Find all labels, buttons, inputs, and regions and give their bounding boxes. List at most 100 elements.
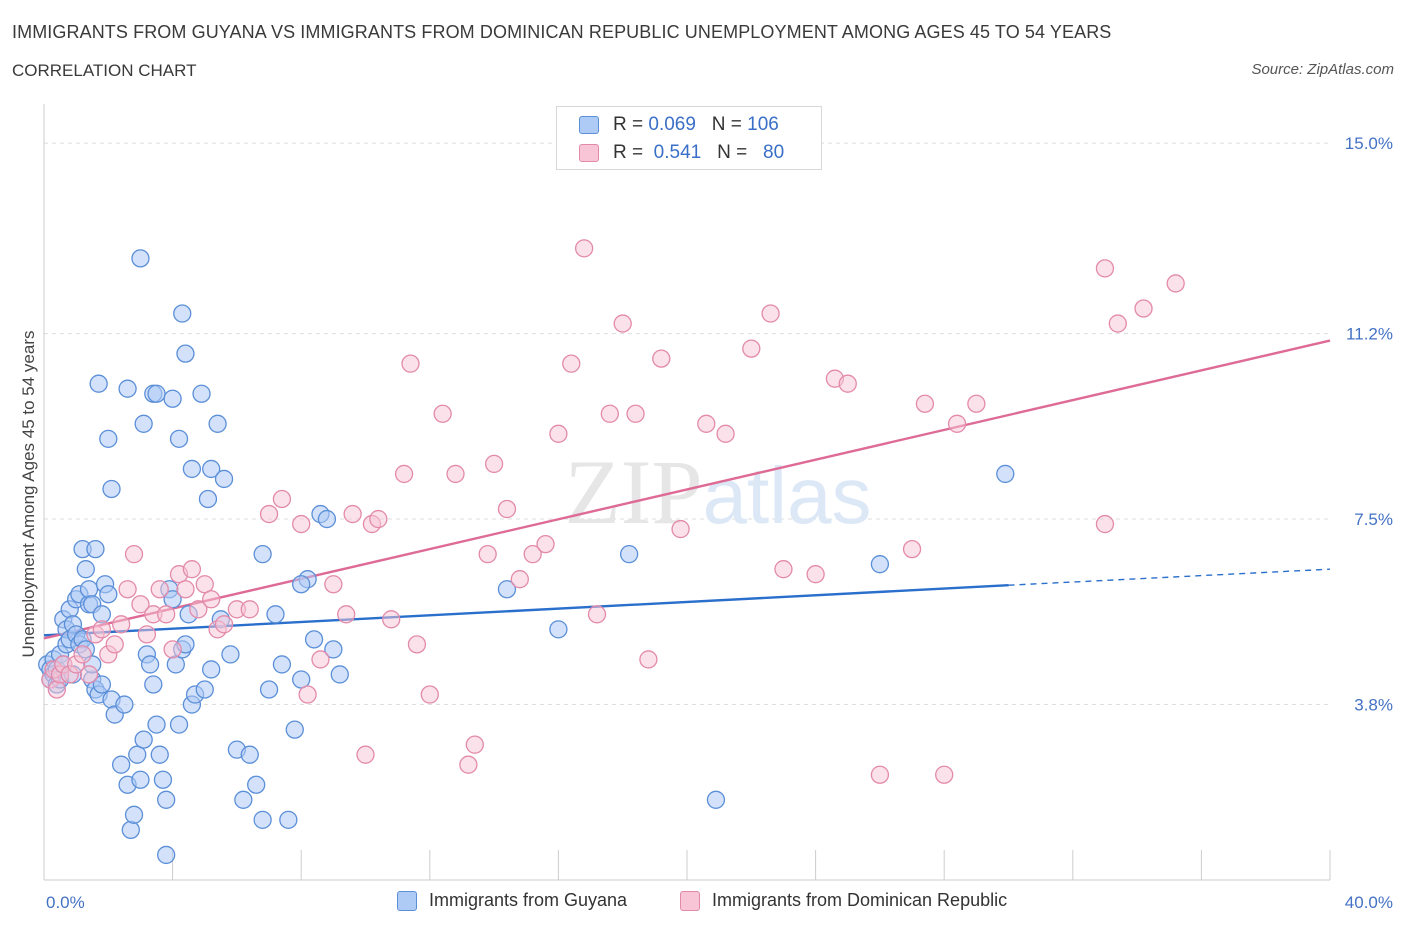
point-dominican-39 [343, 504, 362, 524]
point-dominican-29 [214, 615, 234, 634]
point-guyana-97 [182, 459, 202, 479]
bottom-legend-dominican: Immigrants from Dominican Republic [680, 890, 1007, 911]
point-dominican-42 [369, 509, 388, 529]
point-dominican-10 [92, 620, 112, 639]
point-guyana-96 [176, 344, 195, 363]
point-dominican-78 [915, 394, 935, 413]
point-dominican-80 [947, 414, 967, 433]
point-guyana-100 [202, 459, 221, 479]
grid-lines [44, 142, 1330, 706]
bottom-legend-guyana: Immigrants from Guyana [397, 890, 627, 911]
point-guyana-72 [272, 655, 292, 674]
point-dominican-7 [73, 645, 92, 664]
point-guyana-103 [253, 544, 272, 564]
point-guyana-95 [173, 304, 192, 323]
point-guyana-70 [259, 680, 279, 699]
point-dominican-83 [1095, 259, 1115, 278]
point-dominican-45 [401, 354, 420, 373]
point-guyana-44 [134, 730, 153, 749]
legend-r-label: R = [613, 142, 644, 163]
point-dominican-50 [459, 755, 478, 774]
point-guyana-98 [192, 384, 211, 403]
legend-n-label: N = [717, 142, 748, 163]
point-guyana-68 [247, 775, 266, 794]
point-dominican-85 [1134, 299, 1153, 318]
tick-labels: 3.8% 7.5% 11.2% 15.0% 0.0% 40.0% [46, 134, 1393, 912]
point-guyana-42 [128, 745, 147, 764]
point-dominican-24 [182, 560, 202, 579]
point-dominican-16 [131, 595, 150, 614]
point-dominican-34 [292, 514, 311, 534]
point-guyana-40 [121, 820, 140, 840]
legend-row-guyana: R = 0.069 N = 106 [579, 112, 779, 138]
point-dominican-37 [324, 575, 343, 594]
point-dominican-77 [902, 539, 922, 559]
point-guyana-93 [163, 389, 182, 408]
point-guyana-67 [240, 745, 259, 764]
bottom-legend-swatch-dominican [680, 890, 700, 911]
data-points [38, 239, 1185, 865]
point-dominican-17 [137, 625, 157, 644]
point-guyana-105 [497, 580, 517, 599]
point-dominican-82 [1095, 514, 1115, 534]
point-guyana-55 [169, 715, 189, 734]
point-dominican-60 [574, 239, 594, 258]
point-dominican-72 [774, 560, 793, 579]
point-dominican-56 [523, 544, 542, 564]
point-dominican-49 [446, 464, 465, 484]
point-dominican-66 [652, 349, 671, 368]
point-dominican-48 [433, 404, 452, 423]
point-dominican-38 [337, 605, 356, 624]
legend-n-value-dominican: 80 [763, 142, 785, 163]
legend-r-label: R = [613, 114, 644, 135]
point-dominican-70 [742, 339, 761, 358]
source-label: Source: ZipAtlas.com [1251, 61, 1394, 78]
y-tick-label-0: 3.8% [1354, 696, 1393, 715]
x-tick-label-1: 40.0% [1345, 893, 1393, 912]
legend-swatch-guyana [579, 116, 599, 134]
point-dominican-26 [195, 575, 214, 594]
legend-n-label: N = [711, 114, 742, 135]
point-guyana-106 [549, 620, 568, 639]
point-dominican-36 [311, 650, 330, 669]
correlation-legend: R = 0.069 N = 106 R = 0.541 N = 80 [556, 106, 822, 170]
point-guyana-47 [144, 675, 163, 694]
y-tick-label-1: 7.5% [1354, 510, 1393, 529]
trend-line-guyana-extension [1008, 568, 1331, 586]
point-guyana-53 [163, 590, 182, 609]
point-guyana-101 [208, 414, 227, 433]
point-dominican-13 [112, 615, 131, 634]
point-guyana-48 [147, 715, 166, 734]
point-dominican-46 [407, 635, 427, 654]
point-dominican-19 [150, 580, 169, 599]
point-guyana-83 [92, 675, 112, 694]
point-guyana-88 [131, 249, 150, 268]
point-guyana-110 [996, 464, 1015, 484]
point-dominican-64 [626, 404, 645, 423]
chart-subtitle: CORRELATION CHART [12, 61, 197, 80]
point-dominican-54 [497, 499, 517, 519]
point-guyana-77 [304, 630, 324, 649]
legend-r-value-dominican: 0.541 [653, 142, 702, 163]
point-dominican-35 [298, 685, 317, 704]
point-guyana-34 [99, 585, 118, 604]
point-dominican-12 [105, 635, 124, 654]
point-dominican-23 [176, 580, 195, 599]
point-guyana-50 [153, 770, 173, 789]
point-dominican-55 [510, 570, 529, 589]
point-dominican-44 [394, 464, 414, 484]
point-dominican-14 [118, 580, 137, 599]
point-dominican-15 [124, 544, 144, 564]
point-guyana-62 [202, 660, 221, 679]
point-guyana-94 [169, 429, 189, 448]
trend-lines [43, 339, 1331, 640]
chart-title: IMMIGRANTS FROM GUYANA VS IMMIGRANTS FRO… [12, 22, 1112, 42]
point-guyana-23 [76, 560, 95, 579]
legend-r-value-guyana: 0.069 [648, 114, 696, 135]
point-guyana-89 [134, 414, 153, 433]
point-guyana-91 [147, 384, 166, 403]
point-dominican-8 [79, 665, 99, 684]
point-guyana-86 [89, 374, 108, 393]
point-dominican-40 [356, 745, 375, 764]
legend-n-value-guyana: 106 [747, 114, 779, 135]
